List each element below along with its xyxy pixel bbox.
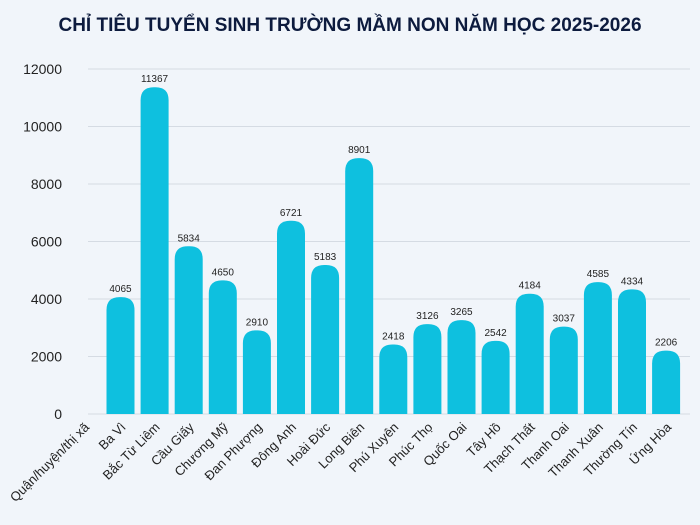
bar bbox=[447, 320, 476, 414]
data-label: 2910 bbox=[246, 317, 269, 328]
y-axis-ticks: 0 2000 4000 6000 8000 10000 12000 bbox=[23, 61, 62, 422]
data-label: 11367 bbox=[141, 74, 169, 85]
chart-title: CHỈ TIÊU TUYỂN SINH TRƯỜNG MẦM NON NĂM H… bbox=[58, 14, 641, 36]
y-tick-label: 10000 bbox=[23, 119, 62, 135]
bar bbox=[106, 297, 135, 414]
bar bbox=[481, 340, 510, 414]
bar bbox=[549, 326, 578, 414]
bars bbox=[106, 87, 681, 414]
data-label: 2206 bbox=[655, 338, 678, 349]
bar bbox=[345, 158, 374, 414]
bar bbox=[242, 330, 271, 414]
data-label: 4585 bbox=[587, 269, 610, 280]
data-label: 4065 bbox=[109, 284, 132, 295]
data-label: 8901 bbox=[348, 145, 371, 156]
data-labels: 4065 11367 5834 4650 2910 6721 5183 8901 2418 312… bbox=[109, 74, 677, 348]
x-axis-title: Quận/huyện/thị xã bbox=[7, 419, 93, 505]
bar bbox=[652, 350, 681, 414]
y-tick-label: 12000 bbox=[23, 61, 62, 77]
bar bbox=[311, 264, 340, 414]
bar bbox=[413, 324, 442, 414]
y-tick-label: 4000 bbox=[31, 291, 62, 307]
bar bbox=[583, 282, 612, 414]
data-label: 3037 bbox=[553, 314, 576, 325]
y-tick-label: 0 bbox=[54, 406, 62, 422]
data-label: 6721 bbox=[280, 208, 303, 219]
bar bbox=[379, 344, 408, 414]
y-tick-label: 8000 bbox=[31, 176, 62, 192]
data-label: 4334 bbox=[621, 276, 644, 287]
bar bbox=[208, 280, 237, 414]
data-label: 2418 bbox=[382, 331, 405, 342]
bar bbox=[277, 220, 305, 414]
y-tick-label: 2000 bbox=[31, 349, 62, 365]
data-label: 2542 bbox=[484, 328, 507, 339]
data-label: 4184 bbox=[519, 281, 542, 292]
bar bbox=[140, 87, 169, 414]
data-label: 3265 bbox=[450, 307, 473, 318]
bar bbox=[618, 289, 646, 414]
data-label: 3126 bbox=[416, 311, 439, 322]
bar bbox=[174, 246, 203, 414]
bar bbox=[515, 293, 544, 414]
y-tick-label: 6000 bbox=[31, 234, 62, 250]
data-label: 5834 bbox=[178, 233, 201, 244]
data-label: 5183 bbox=[314, 252, 337, 263]
data-label: 4650 bbox=[212, 267, 235, 278]
